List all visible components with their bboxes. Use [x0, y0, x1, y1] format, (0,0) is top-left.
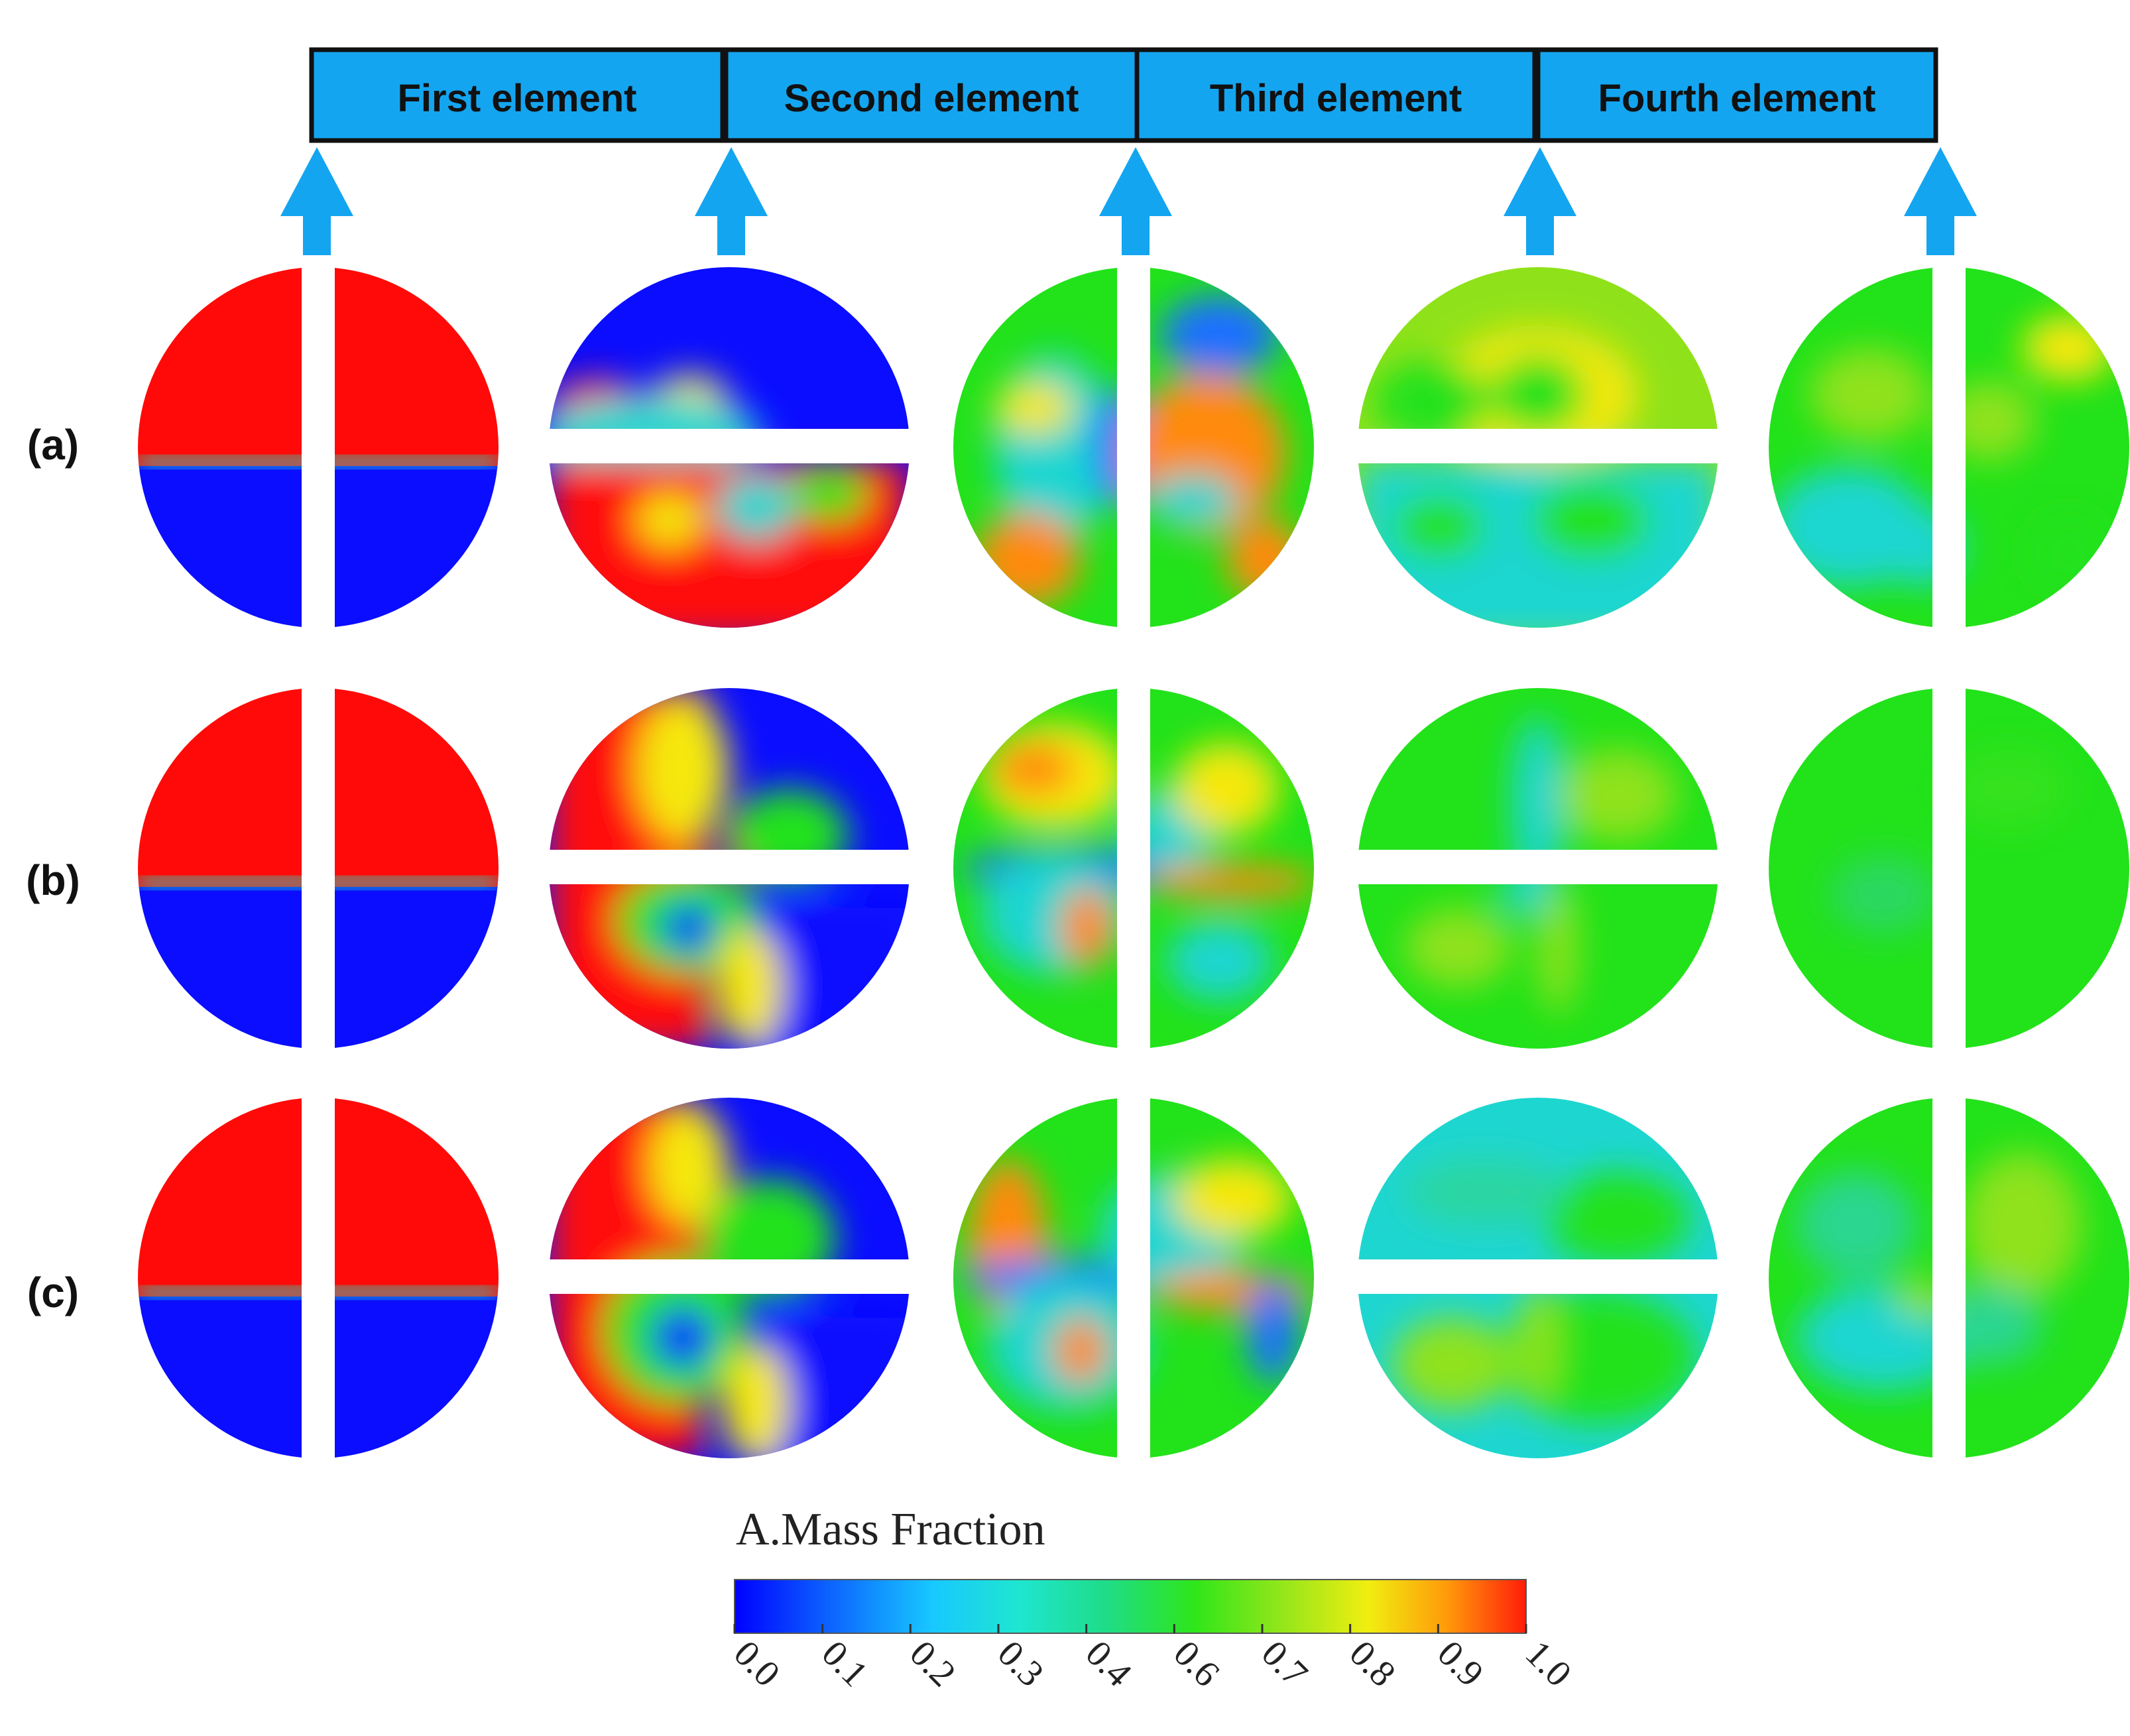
colorbar-tick-label: 0.8: [1341, 1633, 1403, 1694]
contour-disc-row2-col5: [1769, 681, 2129, 1055]
contour-disc-row2-col4: [1351, 688, 1725, 1049]
up-arrow-icon: [695, 147, 768, 255]
header-label-first: First element: [398, 77, 637, 120]
colorbar-tick-label: 0.2: [902, 1633, 963, 1694]
row-label-c: (c): [27, 1269, 79, 1316]
element-header: First element Second element Third eleme…: [309, 47, 1938, 143]
contour-disc-row1-col4: [1351, 267, 1725, 628]
contour-disc-row1-col3: [953, 260, 1314, 634]
up-arrow-icon: [280, 147, 353, 255]
header-label-second: Second element: [784, 77, 1079, 120]
colorbar-tick-label: 0.9: [1429, 1633, 1491, 1694]
contour-disc-row3-col1: [138, 1091, 499, 1465]
colorbar-ticks: 0.0 0.1 0.2 0.3 0.4 0.6 0.7 0.8 0.9 1.0: [726, 1624, 1579, 1695]
colorbar-tick-label: 0.1: [813, 1633, 875, 1694]
colorbar-tick-label: 0.0: [726, 1633, 788, 1694]
row-labels: (a) (b) (c): [26, 421, 80, 1316]
contour-disc-row2-col1: [138, 681, 499, 1055]
contour-discs: [138, 260, 2129, 1465]
header-box-second-element: Second element: [723, 47, 1140, 143]
header-label-third: Third element: [1210, 77, 1462, 120]
header-box-first-element: First element: [309, 47, 725, 143]
colorbar-tick-label: 0.7: [1254, 1633, 1315, 1694]
contour-disc-row3-col3: [953, 1091, 1314, 1465]
colorbar-tick-label: 0.6: [1165, 1633, 1227, 1694]
contour-disc-row1-col2: [542, 267, 916, 628]
up-arrow-icon: [1904, 147, 1977, 255]
colorbar-tick-label: 0.4: [1077, 1633, 1139, 1694]
colorbar: [734, 1579, 1527, 1634]
header-box-fourth-element: Fourth element: [1535, 47, 1938, 143]
header-box-third-element: Third element: [1134, 47, 1537, 143]
row-label-a: (a): [27, 421, 79, 469]
contour-disc-row3-col5: [1769, 1091, 2129, 1465]
contour-disc-row3-col4: [1351, 1098, 1725, 1458]
row-label-b: (b): [26, 856, 80, 904]
up-arrow-icon: [1504, 147, 1576, 255]
contour-disc-row2-col3: [953, 681, 1314, 1055]
colorbar-tick-label: 1.0: [1517, 1633, 1579, 1694]
position-arrows: [280, 147, 1977, 255]
contour-disc-row1-col1: [138, 260, 499, 634]
up-arrow-icon: [1099, 147, 1172, 255]
contour-disc-row2-col2: [542, 688, 916, 1049]
legend-title: A.Mass Fraction: [736, 1504, 1045, 1555]
colorbar-legend: A.Mass Fraction 0.0 0.1 0.2 0.3 0.4 0.6 0.7 0.8…: [726, 1504, 1579, 1695]
header-label-fourth: Fourth element: [1598, 77, 1876, 120]
colorbar-tick-label: 0.3: [990, 1633, 1051, 1694]
contour-disc-row3-col2: [542, 1098, 916, 1458]
contour-disc-row1-col5: [1769, 260, 2129, 634]
